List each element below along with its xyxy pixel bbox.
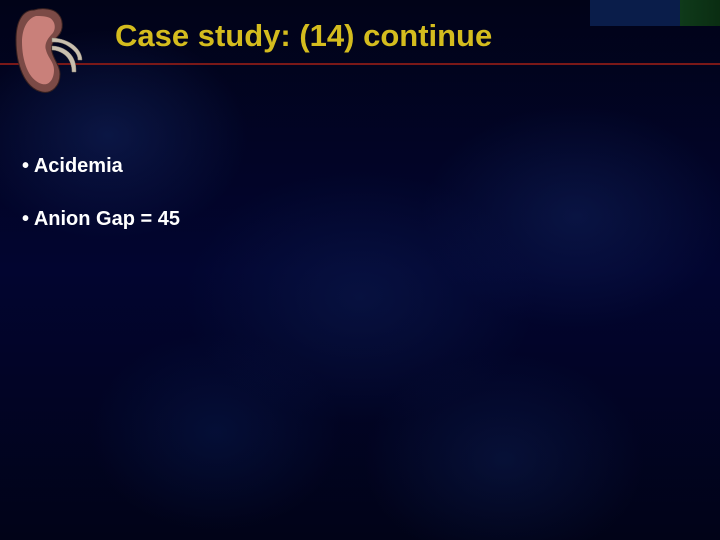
- bullet-marker: •: [22, 208, 29, 230]
- kidney-icon: [8, 4, 86, 98]
- title-underline: [0, 63, 720, 65]
- bullet-item: • Acidemia: [22, 155, 720, 178]
- slide-content: • Acidemia • Anion Gap = 45: [0, 100, 720, 231]
- bullet-item: • Anion Gap = 45: [22, 208, 720, 231]
- top-accent-dark: [590, 0, 680, 26]
- bullet-text: Anion Gap = 45: [34, 208, 180, 230]
- bullet-marker: •: [22, 155, 29, 177]
- slide-header: Case study: (14) continue: [0, 0, 720, 100]
- slide-title: Case study: (14) continue: [115, 18, 492, 54]
- bullet-text: Acidemia: [34, 155, 123, 177]
- top-accent-green: [680, 0, 720, 26]
- top-accent-bars: [590, 0, 720, 26]
